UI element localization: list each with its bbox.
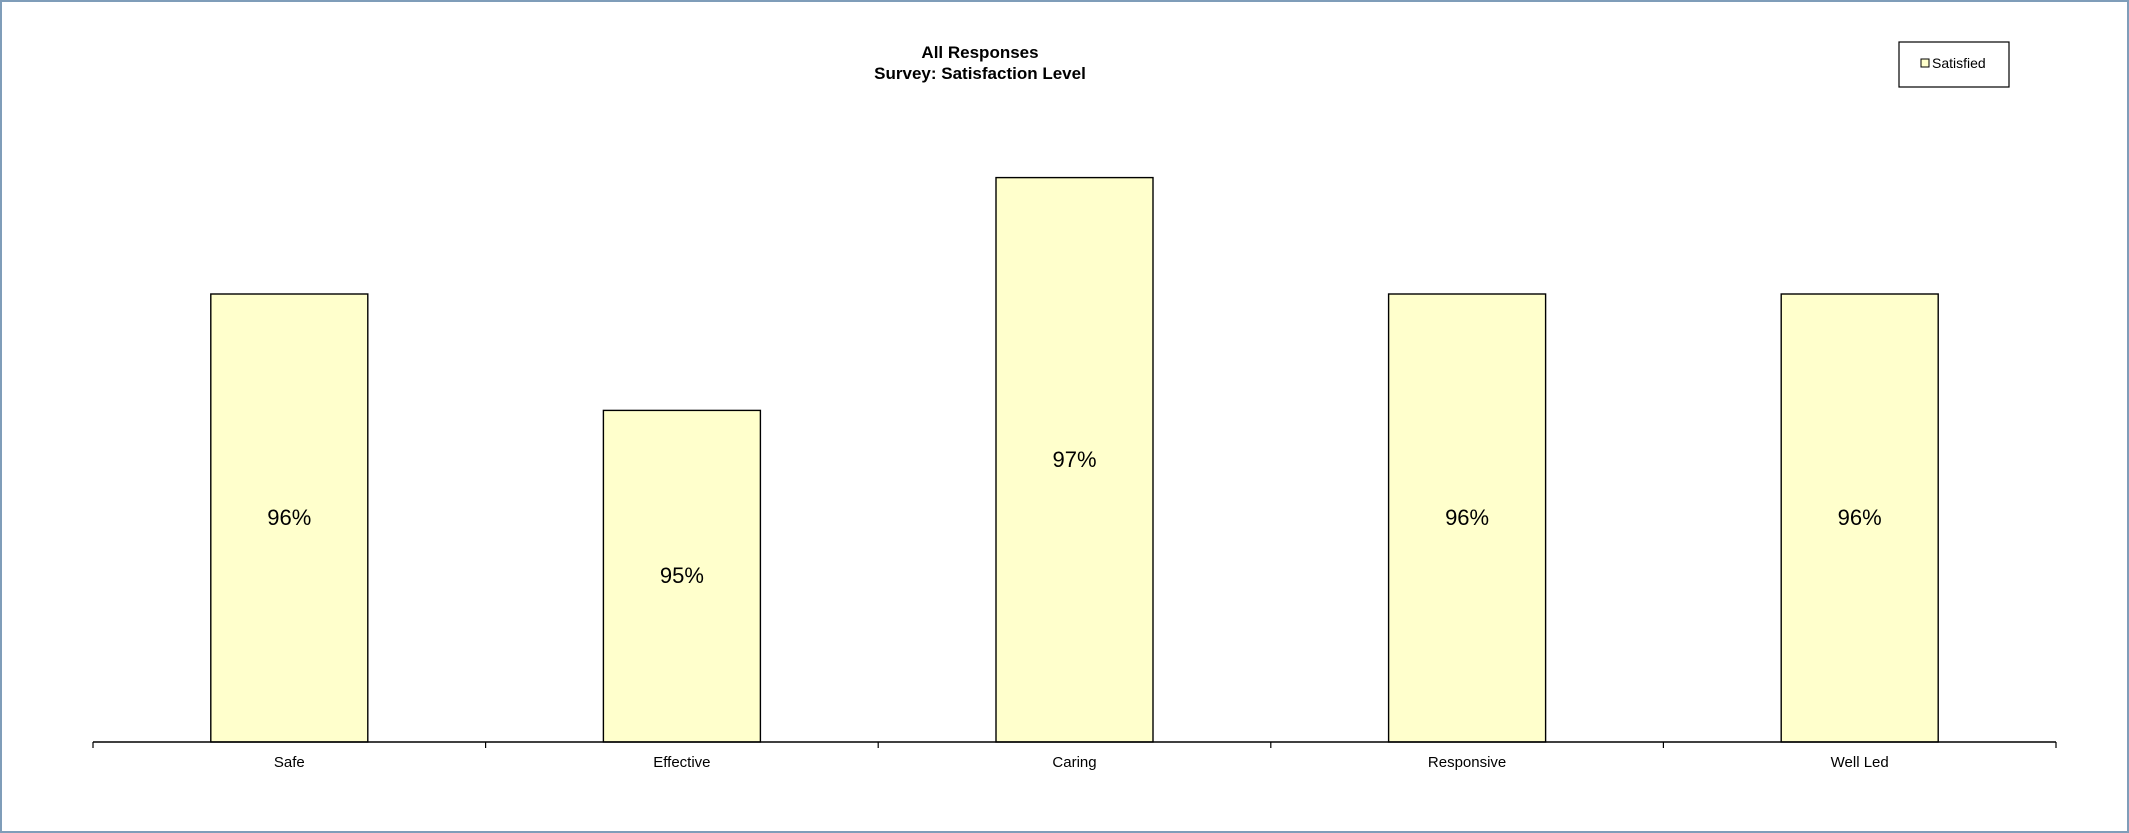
legend-swatch xyxy=(1920,58,1930,68)
legend-label: Satisfied xyxy=(1932,55,1986,71)
data-label: 96% xyxy=(1838,505,1882,530)
data-label: 95% xyxy=(660,563,704,588)
chart-title: All Responses xyxy=(921,43,1038,62)
bar-caring xyxy=(995,176,1154,743)
bar-safe xyxy=(210,293,369,743)
bar-well-led xyxy=(1780,293,1939,743)
bar-responsive xyxy=(1387,293,1547,743)
x-tick-label: Safe xyxy=(274,754,305,771)
legend: Satisfied xyxy=(1898,41,2010,88)
bar-effective xyxy=(602,409,762,743)
x-tick-label: Caring xyxy=(1052,754,1096,771)
x-axis: Safe Effective Caring Responsive Well Led xyxy=(92,741,2057,771)
legend-box xyxy=(1898,41,2010,88)
data-label: 97% xyxy=(1052,447,1096,472)
x-tick-label: Responsive xyxy=(1428,754,1506,771)
data-label: 96% xyxy=(1445,505,1489,530)
x-tick-label: Effective xyxy=(653,754,710,771)
chart-subtitle: Survey: Satisfaction Level xyxy=(874,64,1086,83)
data-label: 96% xyxy=(267,505,311,530)
bars: 96% 95% 97% 96% 96% xyxy=(210,176,1939,743)
x-tick-label: Well Led xyxy=(1831,754,1889,771)
